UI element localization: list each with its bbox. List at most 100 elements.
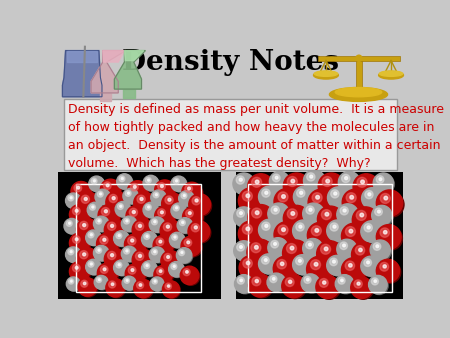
Circle shape [340, 242, 347, 249]
Circle shape [148, 206, 150, 208]
Circle shape [261, 257, 269, 264]
Circle shape [79, 249, 99, 270]
Circle shape [349, 230, 353, 233]
Circle shape [117, 174, 132, 189]
Circle shape [271, 173, 291, 192]
Circle shape [351, 242, 376, 267]
Circle shape [307, 222, 334, 248]
Circle shape [96, 277, 102, 283]
Circle shape [97, 191, 103, 197]
Circle shape [148, 179, 150, 181]
Circle shape [123, 188, 139, 204]
Circle shape [80, 194, 101, 215]
Polygon shape [99, 93, 111, 101]
Circle shape [353, 174, 379, 200]
Circle shape [90, 263, 92, 265]
Circle shape [303, 203, 324, 224]
Circle shape [265, 191, 268, 194]
Circle shape [333, 260, 335, 263]
Circle shape [164, 195, 184, 215]
Circle shape [143, 262, 158, 277]
Circle shape [320, 208, 345, 233]
Circle shape [161, 251, 181, 271]
Circle shape [126, 206, 148, 227]
Circle shape [104, 248, 126, 270]
Circle shape [95, 189, 111, 204]
Circle shape [156, 267, 173, 285]
Circle shape [88, 232, 94, 238]
Circle shape [268, 203, 289, 224]
Circle shape [125, 191, 131, 196]
Circle shape [234, 207, 254, 227]
Circle shape [183, 238, 202, 257]
Circle shape [108, 251, 116, 260]
Circle shape [314, 262, 318, 266]
Circle shape [346, 193, 356, 203]
Circle shape [163, 223, 171, 231]
Circle shape [157, 268, 164, 275]
Circle shape [350, 195, 354, 199]
Circle shape [368, 193, 371, 196]
Circle shape [234, 275, 253, 293]
Circle shape [274, 188, 301, 215]
Circle shape [70, 250, 72, 253]
Circle shape [97, 263, 117, 283]
Circle shape [346, 226, 356, 237]
Circle shape [160, 220, 182, 242]
Circle shape [361, 221, 382, 242]
Circle shape [287, 209, 297, 219]
Circle shape [303, 238, 323, 259]
Circle shape [282, 195, 285, 198]
Circle shape [380, 262, 389, 271]
Polygon shape [114, 51, 145, 89]
Circle shape [383, 231, 387, 234]
Circle shape [379, 192, 404, 217]
Circle shape [255, 211, 259, 215]
Circle shape [86, 259, 101, 275]
Circle shape [96, 218, 102, 224]
Circle shape [380, 193, 390, 203]
Circle shape [116, 233, 122, 239]
Circle shape [191, 196, 211, 216]
Bar [356, 60, 362, 87]
Circle shape [355, 246, 364, 255]
Circle shape [329, 222, 350, 242]
Circle shape [123, 277, 137, 291]
Circle shape [168, 198, 171, 201]
Circle shape [349, 264, 352, 267]
Circle shape [122, 246, 137, 262]
Circle shape [291, 212, 295, 215]
Circle shape [309, 258, 334, 283]
Circle shape [123, 217, 138, 232]
Circle shape [118, 175, 133, 190]
Circle shape [152, 249, 158, 255]
Circle shape [369, 275, 387, 294]
Circle shape [174, 236, 176, 238]
Circle shape [325, 212, 329, 216]
Circle shape [77, 186, 80, 189]
Circle shape [373, 173, 393, 193]
Circle shape [310, 175, 313, 178]
Circle shape [68, 278, 81, 291]
Circle shape [320, 279, 328, 287]
Circle shape [70, 280, 72, 282]
Circle shape [173, 205, 179, 211]
Circle shape [66, 220, 80, 234]
Circle shape [177, 218, 193, 233]
Circle shape [149, 217, 165, 232]
Circle shape [144, 177, 159, 191]
Circle shape [188, 187, 190, 190]
Circle shape [352, 207, 378, 233]
Circle shape [186, 271, 188, 273]
Circle shape [179, 191, 194, 206]
Circle shape [379, 178, 382, 180]
Circle shape [298, 260, 302, 262]
Circle shape [239, 246, 243, 248]
Circle shape [378, 261, 401, 283]
Circle shape [327, 220, 348, 242]
Circle shape [170, 263, 185, 277]
Polygon shape [123, 89, 135, 98]
Circle shape [324, 247, 328, 251]
Circle shape [307, 173, 315, 181]
Circle shape [80, 250, 88, 259]
